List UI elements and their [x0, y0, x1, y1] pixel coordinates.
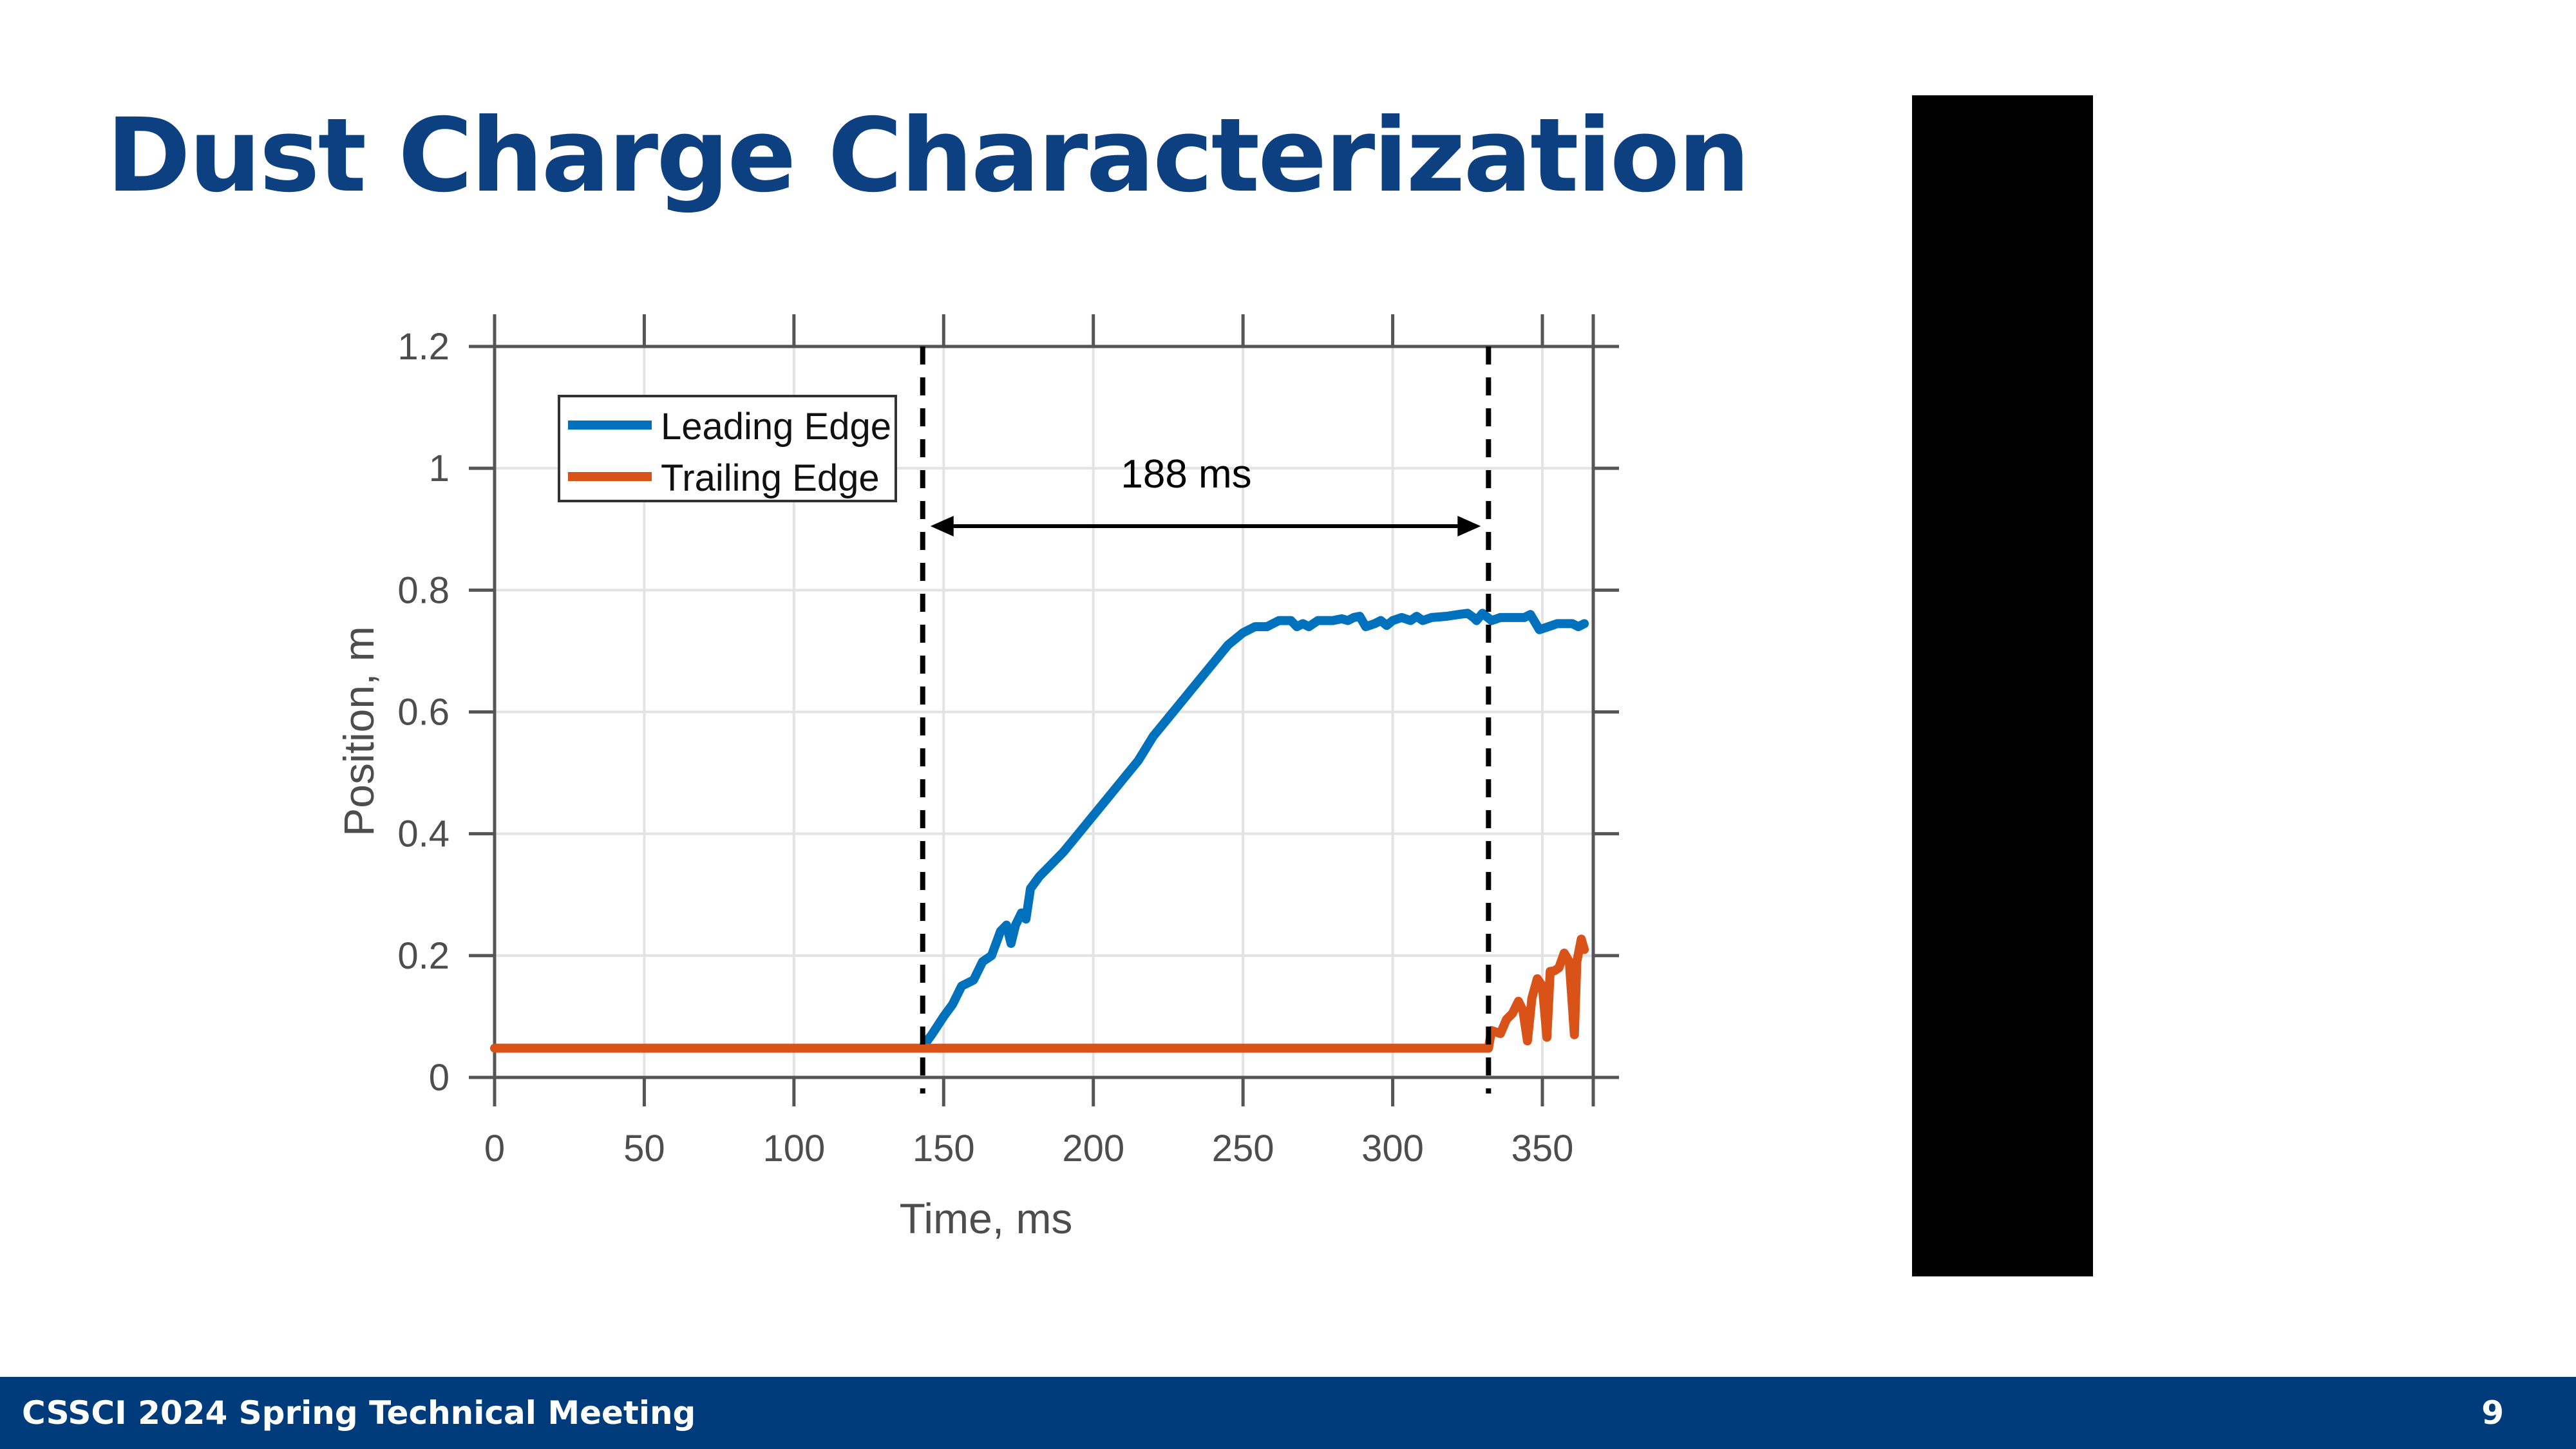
footer-text: CSSCI 2024 Spring Technical Meeting — [22, 1394, 696, 1432]
redacted-black-box — [1912, 95, 2093, 1276]
x-tick-label: 150 — [913, 1128, 975, 1170]
x-tick-label: 200 — [1062, 1128, 1124, 1170]
y-tick-label: 1.2 — [397, 326, 450, 368]
page-number: 9 — [2481, 1394, 2504, 1432]
y-axis-label: Position, m — [335, 626, 383, 836]
x-tick-label: 300 — [1361, 1128, 1424, 1170]
y-tick-label: 1 — [429, 448, 450, 489]
x-tick-label: 50 — [623, 1128, 665, 1170]
legend-label: Leading Edge — [661, 406, 891, 448]
y-tick-label: 0.8 — [397, 569, 450, 611]
legend-box — [558, 395, 897, 502]
footer-bar: CSSCI 2024 Spring Technical Meeting 9 — [0, 1377, 2576, 1449]
x-tick-label: 250 — [1212, 1128, 1274, 1170]
y-tick-label: 0 — [429, 1057, 450, 1099]
y-tick-label: 0.6 — [397, 692, 450, 734]
arrowhead-right-icon — [1457, 516, 1481, 537]
interval-label: 188 ms — [1121, 452, 1251, 497]
x-tick-label: 100 — [762, 1128, 825, 1170]
arrowhead-left-icon — [930, 516, 954, 537]
legend-label: Trailing Edge — [661, 457, 880, 499]
slide-title: Dust Charge Characterization — [106, 97, 1750, 215]
y-tick-label: 0.2 — [397, 935, 450, 977]
y-tick-label: 0.4 — [397, 813, 450, 855]
series-line-leading-edge — [918, 609, 1589, 1052]
x-tick-label: 0 — [484, 1128, 505, 1170]
x-tick-label: 350 — [1511, 1128, 1574, 1170]
x-axis-label: Time, ms — [900, 1195, 1073, 1242]
series-line-trailing-edge — [490, 934, 1589, 1053]
